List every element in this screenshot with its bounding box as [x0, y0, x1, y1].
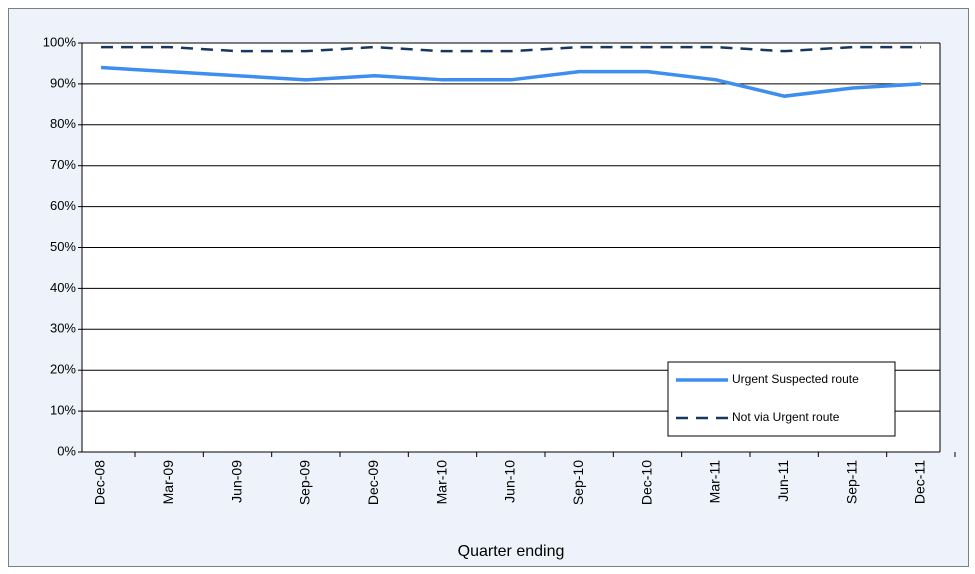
- legend-label: Urgent Suspected route: [732, 372, 859, 386]
- line-series: [100, 65, 922, 98]
- x-tick-label: Jun-11: [775, 460, 791, 502]
- y-tick-label: 0%: [57, 443, 76, 458]
- y-tick-label: 50%: [50, 239, 76, 254]
- x-tick-label: Jun-10: [502, 460, 518, 503]
- x-tick-label: Dec-11: [912, 460, 928, 504]
- x-tick-label: Sep-10: [570, 460, 586, 505]
- x-tick-label: Dec-08: [92, 460, 108, 505]
- line-series: [101, 45, 921, 53]
- y-tick-label: 10%: [50, 403, 76, 418]
- x-tick-label: Mar-09: [160, 460, 176, 505]
- x-tick-label: Jun-09: [228, 460, 244, 503]
- x-tick-label: Sep-11: [843, 460, 859, 504]
- y-tick-label: 70%: [50, 157, 76, 172]
- x-tick-label: Mar-10: [433, 460, 449, 505]
- x-tick-label: Dec-09: [365, 460, 381, 505]
- y-tick-label: 100%: [43, 34, 77, 49]
- x-tick-label: Sep-09: [297, 460, 313, 505]
- y-tick-label: 60%: [50, 198, 76, 213]
- y-tick-label: 30%: [50, 321, 76, 336]
- y-tick-label: 40%: [50, 280, 76, 295]
- y-tick-label: 80%: [50, 116, 76, 131]
- x-axis-title: Quarter ending: [458, 543, 565, 560]
- legend: [667, 361, 896, 437]
- y-tick-label: 90%: [50, 75, 76, 90]
- x-tick-label: Dec-10: [638, 460, 654, 505]
- x-tick-label: Mar-11: [707, 460, 723, 504]
- legend-label: Not via Urgent route: [732, 410, 840, 424]
- y-tick-label: 20%: [50, 362, 76, 377]
